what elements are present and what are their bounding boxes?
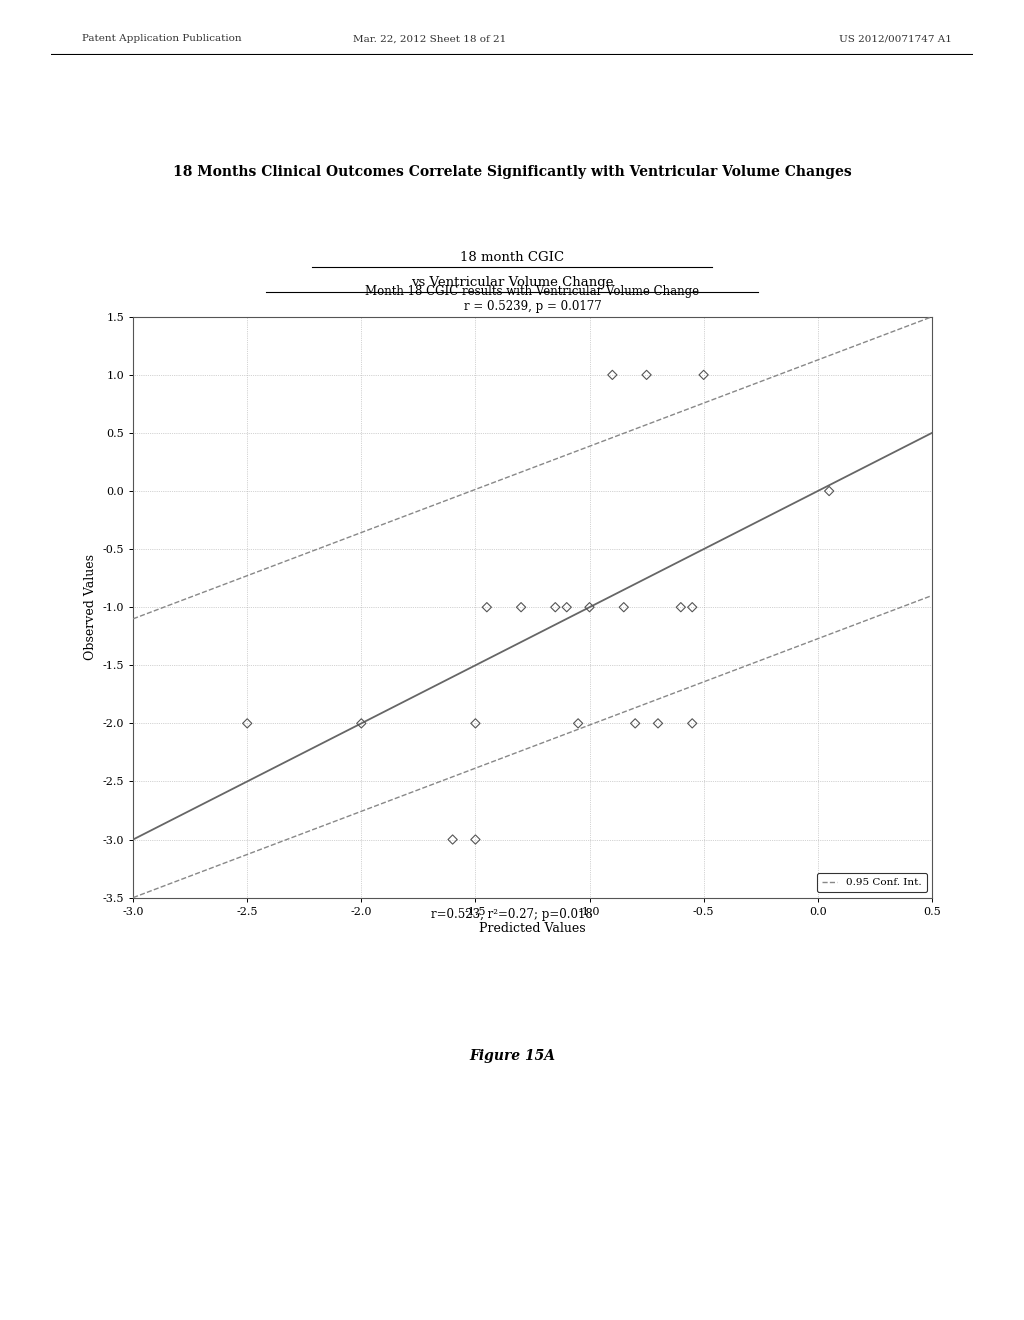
Point — [547, 597, 563, 618]
Title: Month 18 CGIC results with Ventricular Volume Change
r = 0.5239, p = 0.0177: Month 18 CGIC results with Ventricular V… — [366, 285, 699, 313]
Point — [684, 713, 700, 734]
Point — [239, 713, 255, 734]
Point — [684, 597, 700, 618]
Point — [353, 713, 370, 734]
Text: 18 month CGIC: 18 month CGIC — [460, 251, 564, 264]
Point — [467, 713, 483, 734]
Legend: 0.95 Conf. Int.: 0.95 Conf. Int. — [816, 873, 927, 892]
X-axis label: Predicted Values: Predicted Values — [479, 923, 586, 935]
Y-axis label: Observed Values: Observed Values — [84, 554, 97, 660]
Point — [444, 829, 461, 850]
Text: 18 Months Clinical Outcomes Correlate Significantly with Ventricular Volume Chan: 18 Months Clinical Outcomes Correlate Si… — [173, 165, 851, 180]
Text: vs Ventricular Volume Change: vs Ventricular Volume Change — [411, 276, 613, 289]
Text: r=0.523, r²=0.27; p=0.018: r=0.523, r²=0.27; p=0.018 — [431, 908, 593, 921]
Point — [604, 364, 621, 385]
Text: US 2012/0071747 A1: US 2012/0071747 A1 — [840, 34, 952, 44]
Text: Mar. 22, 2012 Sheet 18 of 21: Mar. 22, 2012 Sheet 18 of 21 — [353, 34, 507, 44]
Point — [638, 364, 654, 385]
Text: Figure 15A: Figure 15A — [469, 1049, 555, 1064]
Point — [570, 713, 587, 734]
Point — [467, 829, 483, 850]
Point — [650, 713, 667, 734]
Point — [673, 597, 689, 618]
Point — [695, 364, 712, 385]
Point — [513, 597, 529, 618]
Point — [627, 713, 643, 734]
Point — [558, 597, 574, 618]
Point — [582, 597, 598, 618]
Point — [478, 597, 495, 618]
Point — [615, 597, 632, 618]
Text: Patent Application Publication: Patent Application Publication — [82, 34, 242, 44]
Point — [821, 480, 838, 502]
